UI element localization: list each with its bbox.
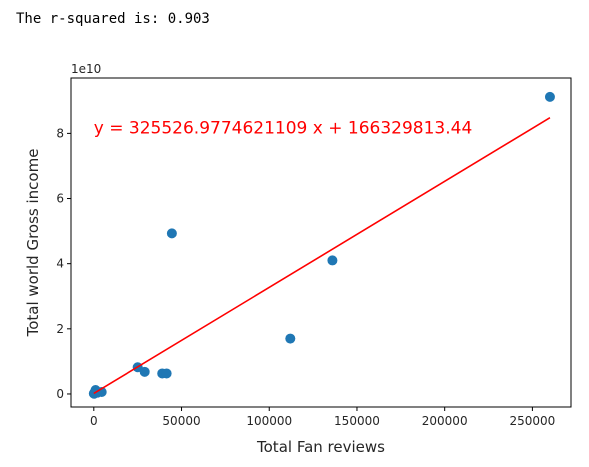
- data-point: [139, 366, 150, 377]
- regression-line: [93, 117, 551, 395]
- x-tick-label: 0: [90, 414, 98, 428]
- r-squared-output: The r-squared is: 0.903: [16, 11, 210, 27]
- x-tick-label: 200000: [422, 414, 468, 428]
- data-point: [327, 255, 338, 266]
- y-tick-label: 0: [56, 387, 64, 401]
- y-offset-text: 1e10: [71, 62, 101, 76]
- y-axis-label: Total world Gross income: [24, 149, 42, 338]
- data-points: [88, 91, 555, 399]
- data-point: [285, 333, 296, 344]
- x-axis-label: Total Fan reviews: [256, 438, 385, 456]
- regression-equation: y = 325526.9774621109 x + 166329813.44: [94, 118, 472, 138]
- data-point: [166, 228, 177, 239]
- axes-frame: [70, 77, 572, 408]
- axis-ticks: 0 50000 100000 150000 200000 250000 0 2 4 6 8: [56, 126, 555, 428]
- data-point: [161, 368, 172, 379]
- x-tick-label: 100000: [246, 414, 292, 428]
- x-tick-label: 50000: [162, 414, 200, 428]
- x-tick-label: 150000: [334, 414, 380, 428]
- y-tick-label: 4: [56, 257, 64, 271]
- y-tick-label: 2: [56, 322, 64, 336]
- y-tick-label: 6: [56, 192, 64, 206]
- x-tick-label: 250000: [509, 414, 555, 428]
- y-tick-label: 8: [56, 126, 64, 140]
- data-point: [544, 91, 555, 102]
- regression-line-layer: [93, 117, 551, 395]
